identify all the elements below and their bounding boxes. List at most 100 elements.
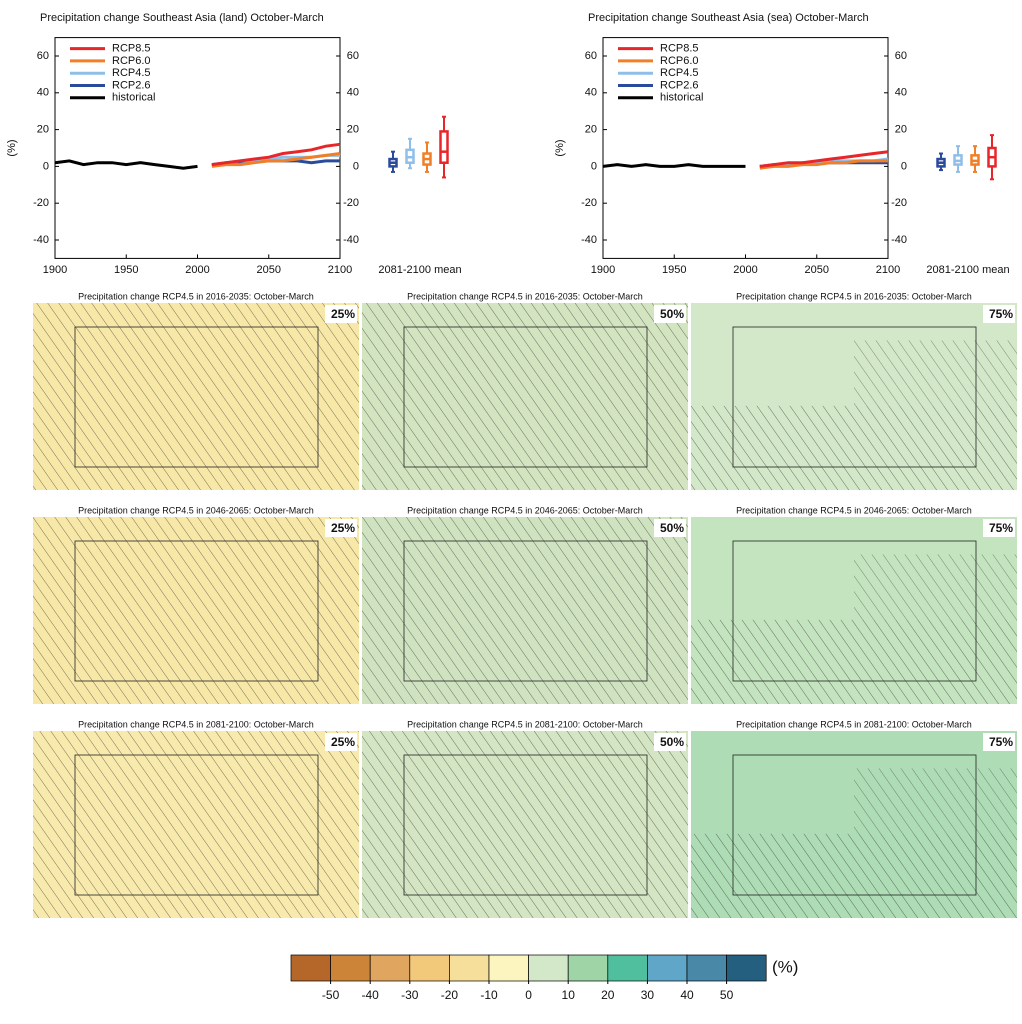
legend-label: historical <box>112 92 155 104</box>
legend-label: RCP4.5 <box>112 67 151 79</box>
y2-tick-label: 20 <box>895 124 907 136</box>
legend-label: RCP4.5 <box>660 67 699 79</box>
map-panel: 25% <box>33 303 359 490</box>
percentile-bg <box>325 519 357 537</box>
y-tick-label: 20 <box>585 124 597 136</box>
chart-title: Precipitation change Southeast Asia (lan… <box>40 12 324 24</box>
colorbar-label: 10 <box>562 988 576 1002</box>
hatching <box>691 833 1017 918</box>
map-title: Precipitation change RCP4.5 in 2016-2035… <box>736 291 972 301</box>
colorbar-swatch <box>449 954 490 982</box>
plot-frame <box>602 37 889 259</box>
hatching <box>691 405 1017 490</box>
x-tick-label: 2050 <box>805 264 829 276</box>
series-line <box>211 142 341 167</box>
x-tick-label: 2100 <box>328 264 352 276</box>
y-axis-label: (%) <box>554 139 566 156</box>
map-panel: 25% <box>33 517 359 704</box>
region-box <box>403 326 648 468</box>
colorbar-swatch <box>647 954 688 982</box>
colorbar-swatch <box>726 954 767 982</box>
percentile-bg <box>983 519 1015 537</box>
y-tick-label: -40 <box>581 234 597 246</box>
y2-tick-label: -40 <box>891 234 907 246</box>
hatching <box>33 303 359 490</box>
x-tick-label: 2000 <box>733 264 757 276</box>
map-panel: 25% <box>33 731 359 918</box>
legend-label: RCP8.5 <box>112 43 151 55</box>
x-tick-label: 1900 <box>43 264 67 276</box>
legend-label: historical <box>660 92 703 104</box>
boxplot-label: 2081-2100 mean <box>926 264 1009 276</box>
y-tick-label: 60 <box>585 50 597 62</box>
hatching <box>362 731 688 918</box>
y-tick-label: -40 <box>33 234 49 246</box>
map-panel: 75% <box>691 517 1017 704</box>
series-line <box>211 152 341 168</box>
percentile-bg <box>983 733 1015 751</box>
hatching <box>854 554 1017 620</box>
colorbar-label: 20 <box>601 988 615 1002</box>
colorbar-swatch <box>488 954 529 982</box>
percentile-bg <box>983 305 1015 323</box>
colorbar-swatch <box>369 954 411 982</box>
colorbar-label: -30 <box>401 988 419 1002</box>
series-line <box>54 159 198 170</box>
map-title: Precipitation change RCP4.5 in 2081-2100… <box>736 719 972 729</box>
y-tick-label: 0 <box>591 160 597 172</box>
legend-label: RCP8.5 <box>660 43 699 55</box>
map-panel: 50% <box>362 517 688 704</box>
colorbar-label: -40 <box>362 988 380 1002</box>
box <box>439 130 449 164</box>
colorbar-label: 50 <box>720 988 734 1002</box>
percentile-label: 50% <box>660 521 684 535</box>
y2-tick-label: 60 <box>347 50 359 62</box>
y2-tick-label: 0 <box>353 160 359 172</box>
map-title: Precipitation change RCP4.5 in 2081-2100… <box>407 719 643 729</box>
region-box <box>732 540 977 682</box>
percentile-label: 50% <box>660 735 684 749</box>
plot-frame <box>54 37 341 259</box>
hatching <box>33 731 359 918</box>
y2-tick-label: -40 <box>343 234 359 246</box>
y2-tick-label: 60 <box>895 50 907 62</box>
x-tick-label: 1950 <box>114 264 138 276</box>
percentile-label: 25% <box>331 307 355 321</box>
hatching <box>691 619 1017 704</box>
colorbar-swatch <box>607 954 648 982</box>
hatching <box>362 303 688 490</box>
boxplot-label: 2081-2100 mean <box>378 264 461 276</box>
colorbar-swatch <box>330 954 371 982</box>
y-tick-label: -20 <box>581 197 597 209</box>
hatching <box>33 517 359 704</box>
colorbar-swatch <box>528 954 569 982</box>
percentile-label: 75% <box>989 521 1013 535</box>
colorbar-label: -50 <box>322 988 340 1002</box>
series-line <box>759 159 888 170</box>
legend-label: RCP2.6 <box>112 79 151 91</box>
chart-title: Precipitation change Southeast Asia (sea… <box>588 12 869 24</box>
map-panel: 75% <box>691 303 1017 490</box>
x-tick-label: 2100 <box>876 264 900 276</box>
series-line <box>602 163 746 168</box>
region-box <box>403 540 648 682</box>
series-line <box>759 150 889 168</box>
hatching <box>854 768 1017 834</box>
map-title: Precipitation change RCP4.5 in 2046-2065… <box>407 505 643 515</box>
colorbar-label: 30 <box>641 988 655 1002</box>
colorbar-label: 0 <box>525 988 532 1002</box>
region-box <box>74 540 319 682</box>
percentile-bg <box>325 305 357 323</box>
colorbar-swatch <box>409 954 450 982</box>
percentile-label: 25% <box>331 735 355 749</box>
region-box <box>403 754 648 896</box>
legend-label: RCP6.0 <box>112 55 151 67</box>
region-box <box>732 754 977 896</box>
y2-tick-label: 40 <box>347 87 359 99</box>
y-tick-label: -20 <box>33 197 49 209</box>
map-title: Precipitation change RCP4.5 in 2081-2100… <box>78 719 314 729</box>
y2-tick-label: -20 <box>343 197 359 209</box>
map-title: Precipitation change RCP4.5 in 2046-2065… <box>736 505 972 515</box>
y-tick-label: 0 <box>43 160 49 172</box>
